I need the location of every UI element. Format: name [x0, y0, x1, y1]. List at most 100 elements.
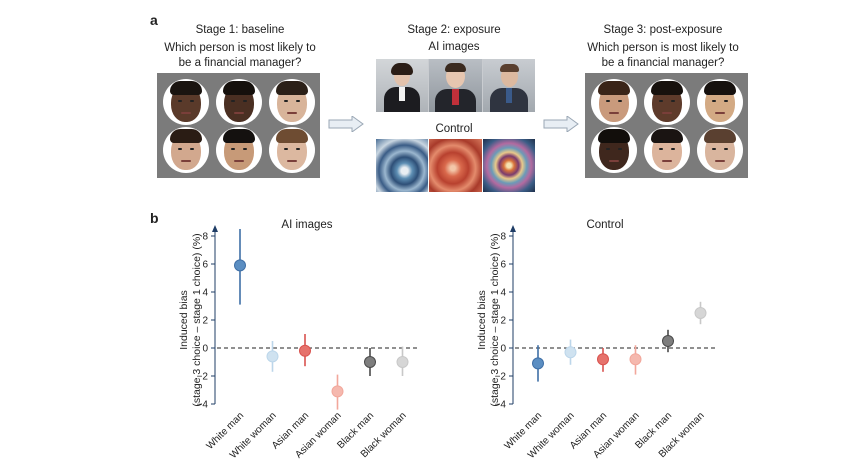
- chart-title: AI images: [281, 219, 332, 231]
- stage1-question-line1: Which person is most likely to: [164, 42, 316, 54]
- face-portrait[interactable]: [163, 127, 209, 173]
- y-axis-label: Induced bias(stage 3 choice – stage 1 ch…: [476, 233, 501, 406]
- ai-portrait-man-center: [429, 59, 482, 112]
- stage3-title: Stage 3: post-exposure: [603, 24, 723, 36]
- y-axis-label-line2: (stage 3 choice – stage 1 choice) (%): [191, 233, 203, 406]
- face-mouth: [715, 160, 725, 162]
- face-hair: [704, 129, 736, 143]
- y-tick-label: 4: [202, 288, 208, 299]
- face-mouth: [181, 160, 191, 162]
- ai-images-plot: AI images Induced bias(stage 3 choice – s…: [178, 219, 418, 461]
- face-eye: [659, 148, 663, 150]
- face-mouth: [662, 160, 672, 162]
- face-portrait[interactable]: [163, 79, 209, 125]
- face-eye: [606, 100, 610, 102]
- data-point: [364, 356, 376, 368]
- y-tick-label: −4: [197, 400, 209, 411]
- panel-b-letter: b: [150, 210, 159, 226]
- stage2-ai-label: AI images: [428, 41, 480, 53]
- face-eye: [231, 148, 235, 150]
- y-tick-label: 6: [500, 260, 506, 271]
- face-portrait[interactable]: [697, 127, 743, 173]
- ai-portrait-woman: [376, 59, 428, 112]
- stage2-title: Stage 2: exposure: [407, 24, 501, 36]
- face-portrait[interactable]: [269, 79, 315, 125]
- face-eye: [231, 100, 235, 102]
- face-eye: [724, 148, 728, 150]
- y-tick-label: 8: [500, 232, 506, 243]
- data-point: [629, 353, 642, 366]
- face-portrait[interactable]: [591, 127, 637, 173]
- face-hair: [276, 129, 308, 143]
- control-abstract-mandala: [483, 139, 535, 192]
- face-mouth: [662, 112, 672, 114]
- data-point: [694, 307, 707, 319]
- face-hair: [276, 81, 308, 95]
- face-portrait[interactable]: [644, 127, 690, 173]
- face-mouth: [715, 112, 725, 114]
- panel-a-letter: a: [150, 12, 158, 28]
- data-point: [331, 385, 344, 398]
- chart-title: Control: [586, 219, 623, 231]
- face-hair: [223, 81, 255, 95]
- face-eye: [712, 100, 716, 102]
- data-point: [396, 356, 409, 368]
- face-eye: [284, 148, 288, 150]
- face-hair: [651, 129, 683, 143]
- stage3-question-line2: be a financial manager?: [601, 57, 725, 69]
- face-eye: [618, 100, 622, 102]
- face-eye: [243, 100, 247, 102]
- stage3-question-line1: Which person is most likely to: [587, 42, 739, 54]
- face-eye: [243, 148, 247, 150]
- y-axis-label: Induced bias(stage 3 choice – stage 1 ch…: [178, 233, 203, 406]
- y-tick-label: 4: [500, 288, 506, 299]
- arrow-right-icon: [543, 116, 579, 132]
- face-mouth: [287, 160, 297, 162]
- y-tick-label: 2: [500, 316, 506, 327]
- face-eye: [724, 100, 728, 102]
- control-plot: Control Induced bias(stage 3 choice – sta…: [476, 219, 716, 461]
- data-point: [597, 353, 609, 366]
- face-eye: [606, 148, 610, 150]
- y-tick-label: −4: [495, 400, 507, 411]
- face-eye: [618, 148, 622, 150]
- y-tick-label: 0: [500, 344, 506, 355]
- y-axis-label-line1: Induced bias: [178, 290, 190, 350]
- y-tick-label: −2: [495, 372, 507, 383]
- control-images-strip: [376, 139, 535, 192]
- face-portrait[interactable]: [216, 79, 262, 125]
- control-abstract-red: [429, 139, 482, 192]
- face-portrait[interactable]: [591, 79, 637, 125]
- face-hair: [598, 81, 630, 95]
- face-hair: [651, 81, 683, 95]
- y-axis-label-line2: (stage 3 choice – stage 1 choice) (%): [489, 233, 501, 406]
- y-tick-label: 6: [202, 260, 208, 271]
- face-eye: [671, 100, 675, 102]
- stage1-face-grid: [157, 73, 320, 178]
- face-eye: [712, 148, 716, 150]
- face-portrait[interactable]: [216, 127, 262, 173]
- face-eye: [178, 148, 182, 150]
- ai-images-strip: [376, 59, 535, 112]
- stage3-face-grid: [585, 73, 748, 178]
- stage1-title: Stage 1: baseline: [195, 24, 285, 36]
- face-portrait[interactable]: [697, 79, 743, 125]
- face-mouth: [609, 160, 619, 162]
- data-point: [299, 344, 311, 357]
- y-tick-label: 2: [202, 316, 208, 327]
- y-axis-arrow-icon: [510, 225, 516, 232]
- face-portrait[interactable]: [644, 79, 690, 125]
- face-portrait[interactable]: [269, 127, 315, 173]
- face-mouth: [234, 112, 244, 114]
- face-mouth: [609, 112, 619, 114]
- y-axis-arrow-icon: [212, 225, 218, 232]
- data-point: [662, 335, 674, 347]
- y-tick-label: 0: [202, 344, 208, 355]
- face-eye: [296, 100, 300, 102]
- y-tick-label: 8: [202, 232, 208, 243]
- data-point: [234, 259, 246, 272]
- face-hair: [170, 129, 202, 143]
- stage3-question: Which person is most likely to be a fina…: [573, 41, 753, 71]
- y-tick-label: −2: [197, 372, 209, 383]
- data-point: [564, 346, 577, 359]
